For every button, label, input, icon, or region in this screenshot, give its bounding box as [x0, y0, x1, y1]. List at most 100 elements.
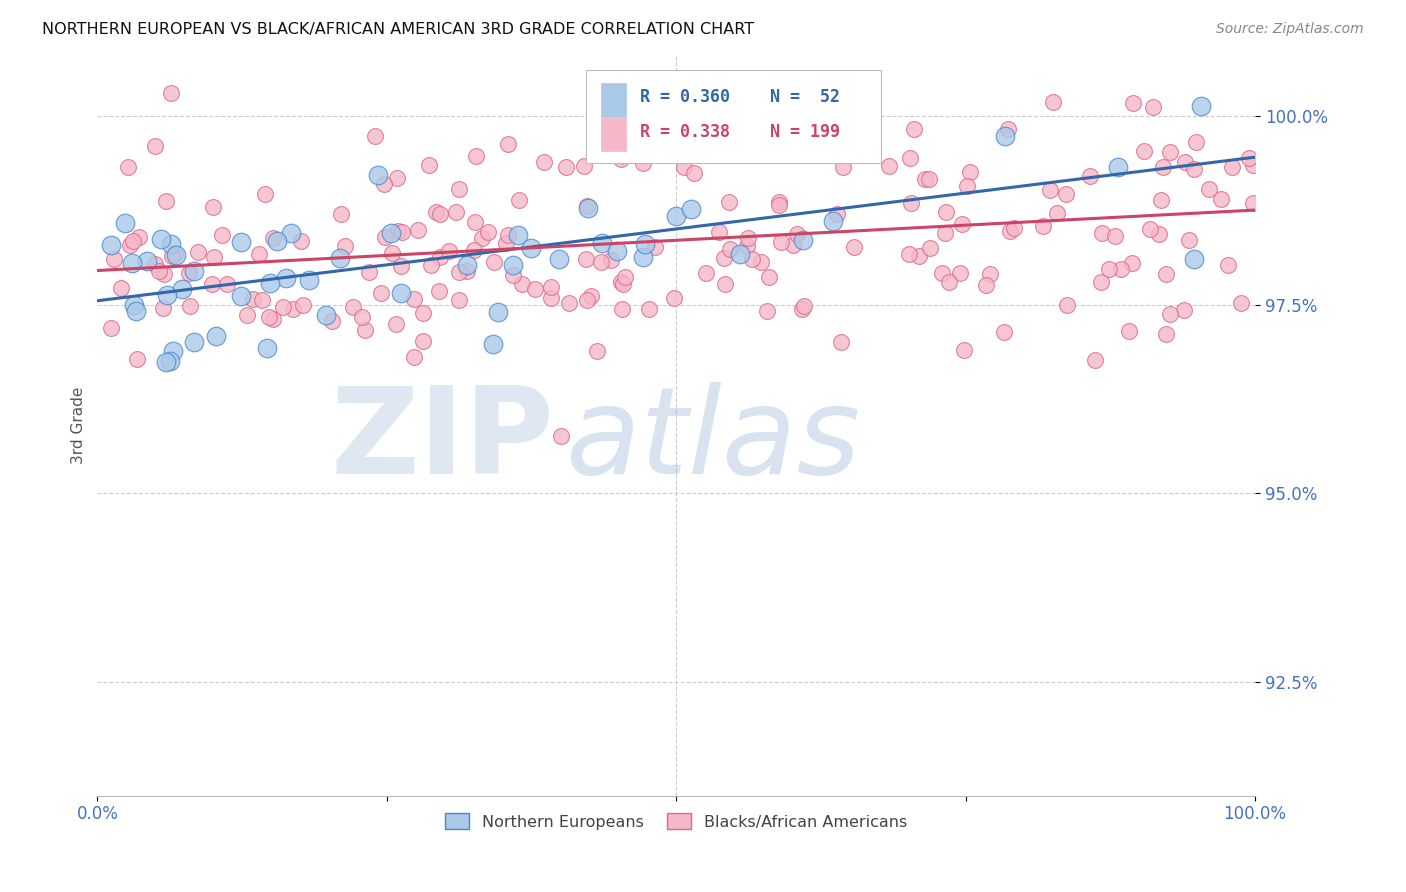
- Text: R = 0.338    N = 199: R = 0.338 N = 199: [640, 123, 841, 141]
- Point: [898, 151, 921, 165]
- Point: [1241, 196, 1264, 211]
- Point: [406, 223, 429, 237]
- Point: [425, 204, 447, 219]
- Point: [160, 249, 183, 263]
- Point: [579, 289, 602, 303]
- Point: [1109, 261, 1132, 276]
- Point: [1122, 96, 1144, 111]
- Point: [1098, 261, 1121, 276]
- Point: [266, 235, 288, 249]
- Point: [160, 86, 183, 100]
- Point: [420, 258, 443, 272]
- Point: [242, 292, 264, 306]
- Point: [900, 196, 922, 211]
- Text: ZIP: ZIP: [330, 382, 554, 499]
- Point: [429, 250, 451, 264]
- Point: [533, 155, 555, 169]
- Point: [121, 234, 143, 248]
- Point: [152, 301, 174, 316]
- Point: [290, 234, 312, 248]
- Point: [830, 145, 852, 160]
- Point: [496, 137, 519, 152]
- Point: [1152, 161, 1174, 175]
- Point: [127, 351, 149, 366]
- Point: [329, 251, 352, 265]
- Point: [447, 293, 470, 307]
- Point: [612, 301, 634, 316]
- Point: [202, 250, 225, 264]
- Point: [914, 172, 936, 186]
- Point: [135, 253, 157, 268]
- Point: [117, 160, 139, 174]
- Point: [298, 273, 321, 287]
- Point: [758, 270, 780, 285]
- Point: [1133, 144, 1156, 158]
- Point: [429, 206, 451, 220]
- Point: [1046, 205, 1069, 219]
- Point: [1173, 302, 1195, 317]
- Point: [152, 267, 174, 281]
- Point: [1054, 187, 1077, 202]
- Point: [412, 334, 434, 348]
- Point: [236, 309, 259, 323]
- Point: [456, 263, 478, 277]
- Point: [830, 334, 852, 349]
- Point: [201, 200, 224, 214]
- Point: [156, 287, 179, 301]
- Point: [825, 207, 848, 221]
- Point: [599, 253, 621, 268]
- Point: [821, 214, 844, 228]
- Point: [540, 280, 562, 294]
- Point: [439, 244, 461, 258]
- Point: [610, 275, 633, 289]
- Point: [482, 337, 505, 351]
- Point: [352, 310, 374, 324]
- Point: [162, 343, 184, 358]
- Point: [832, 160, 855, 174]
- Point: [540, 291, 562, 305]
- Point: [786, 227, 808, 241]
- Point: [502, 268, 524, 282]
- Point: [1118, 324, 1140, 338]
- Point: [100, 238, 122, 252]
- Point: [897, 246, 920, 260]
- Point: [1142, 100, 1164, 114]
- Point: [586, 344, 609, 359]
- Point: [755, 304, 778, 318]
- Point: [143, 257, 166, 271]
- Point: [994, 129, 1017, 144]
- Point: [572, 160, 595, 174]
- Point: [1078, 169, 1101, 183]
- Point: [353, 323, 375, 337]
- Point: [159, 237, 181, 252]
- Point: [934, 226, 956, 240]
- Point: [155, 194, 177, 208]
- Point: [418, 157, 440, 171]
- Point: [495, 236, 517, 251]
- Point: [633, 250, 655, 264]
- Point: [412, 306, 434, 320]
- Point: [271, 300, 294, 314]
- Point: [380, 226, 402, 240]
- Point: [1189, 99, 1212, 113]
- Bar: [600, 83, 627, 117]
- Point: [1002, 220, 1025, 235]
- Point: [1159, 145, 1181, 160]
- Point: [578, 201, 600, 215]
- Point: [1154, 326, 1177, 341]
- Point: [389, 259, 412, 273]
- Point: [664, 291, 686, 305]
- Point: [110, 281, 132, 295]
- Point: [749, 255, 772, 269]
- Point: [330, 207, 353, 221]
- Point: [1091, 227, 1114, 241]
- Point: [695, 266, 717, 280]
- Point: [1230, 296, 1253, 310]
- Point: [908, 249, 931, 263]
- Point: [1147, 227, 1170, 241]
- Text: R = 0.360    N =  52: R = 0.360 N = 52: [640, 88, 841, 106]
- Point: [737, 239, 759, 253]
- Point: [280, 226, 302, 240]
- Point: [554, 160, 576, 174]
- Point: [612, 277, 634, 291]
